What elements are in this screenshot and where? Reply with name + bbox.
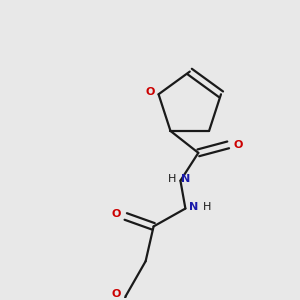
Text: O: O [111, 289, 121, 299]
Text: H: H [203, 202, 212, 212]
Text: O: O [111, 209, 121, 220]
Text: O: O [146, 87, 155, 97]
Text: N: N [189, 202, 198, 212]
Text: N: N [181, 174, 190, 184]
Text: H: H [168, 174, 177, 184]
Text: O: O [233, 140, 243, 150]
